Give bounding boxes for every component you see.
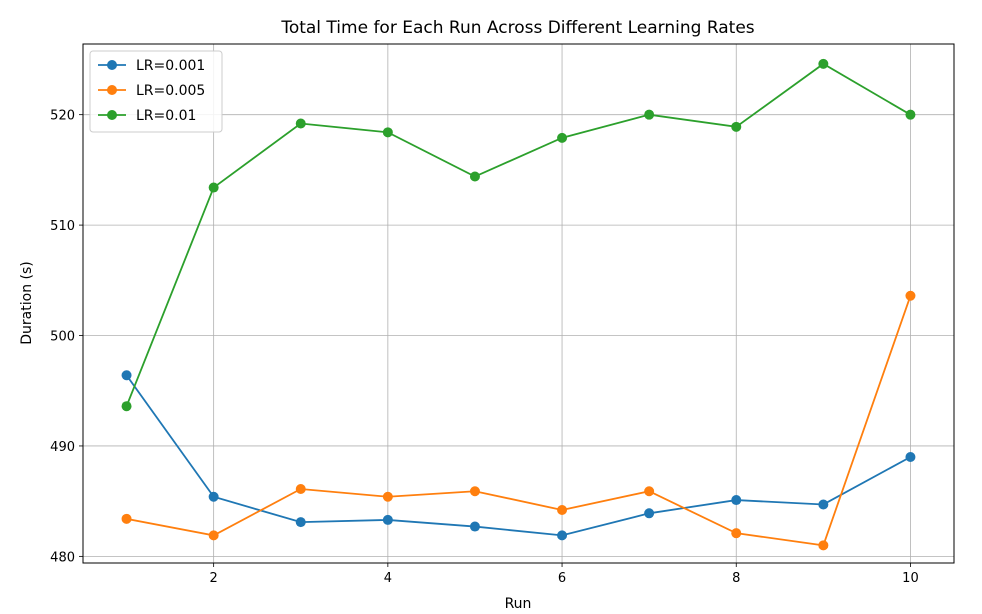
data-point bbox=[818, 499, 829, 510]
chart-title: Total Time for Each Run Across Different… bbox=[280, 18, 754, 38]
legend-label: LR=0.001 bbox=[136, 58, 205, 74]
data-point bbox=[818, 58, 829, 69]
series-layer bbox=[121, 58, 916, 551]
x-axis-title: Run bbox=[505, 596, 532, 612]
data-point bbox=[295, 517, 306, 528]
data-point bbox=[731, 121, 742, 132]
legend-label: LR=0.01 bbox=[136, 108, 196, 124]
data-point bbox=[295, 118, 306, 129]
legend-marker bbox=[107, 60, 117, 70]
legend-label: LR=0.005 bbox=[136, 83, 205, 99]
data-point bbox=[557, 504, 568, 515]
plot-frame bbox=[82, 43, 955, 564]
legend-frame bbox=[89, 50, 223, 133]
legend: LR=0.001 LR=0.005 LR=0.01 bbox=[89, 50, 223, 133]
y-tick-label: 480 bbox=[50, 550, 75, 565]
data-point bbox=[382, 491, 393, 502]
x-tick-label: 6 bbox=[558, 571, 566, 586]
y-tick-label: 520 bbox=[50, 109, 75, 124]
series-line bbox=[126, 295, 912, 547]
data-point bbox=[905, 290, 916, 301]
y-axis-title: Duration (s) bbox=[19, 261, 35, 344]
data-point bbox=[208, 182, 219, 193]
data-point bbox=[557, 530, 568, 541]
x-tick-label: 10 bbox=[902, 571, 919, 586]
x-tick-label: 8 bbox=[732, 571, 740, 586]
data-point bbox=[469, 171, 480, 182]
data-point bbox=[208, 491, 219, 502]
data-point bbox=[731, 495, 742, 506]
y-tick-label: 490 bbox=[50, 440, 75, 455]
x-tick-label: 2 bbox=[210, 571, 218, 586]
series-line bbox=[125, 62, 911, 407]
data-point bbox=[382, 514, 393, 525]
data-point bbox=[818, 540, 829, 551]
axis-ticks: 2 4 6 8 10 480 490 500 510 520 bbox=[50, 109, 919, 586]
data-point bbox=[905, 451, 916, 462]
data-point bbox=[295, 484, 306, 495]
data-point bbox=[121, 370, 132, 381]
data-point bbox=[469, 486, 480, 497]
data-point bbox=[121, 401, 132, 412]
data-point bbox=[382, 127, 393, 138]
legend-marker bbox=[107, 85, 117, 95]
data-point bbox=[731, 528, 742, 539]
x-tick-label: 4 bbox=[384, 571, 392, 586]
data-point bbox=[557, 132, 568, 143]
data-point bbox=[208, 530, 219, 541]
data-point bbox=[644, 486, 655, 497]
y-tick-label: 500 bbox=[50, 330, 75, 345]
y-tick-label: 510 bbox=[50, 219, 75, 234]
data-point bbox=[905, 109, 916, 120]
legend-marker bbox=[107, 110, 117, 120]
data-point bbox=[644, 109, 655, 120]
grid-lines bbox=[83, 44, 954, 563]
data-point bbox=[644, 508, 655, 519]
data-point bbox=[121, 513, 132, 524]
series-line bbox=[125, 374, 911, 537]
data-point bbox=[469, 521, 480, 532]
